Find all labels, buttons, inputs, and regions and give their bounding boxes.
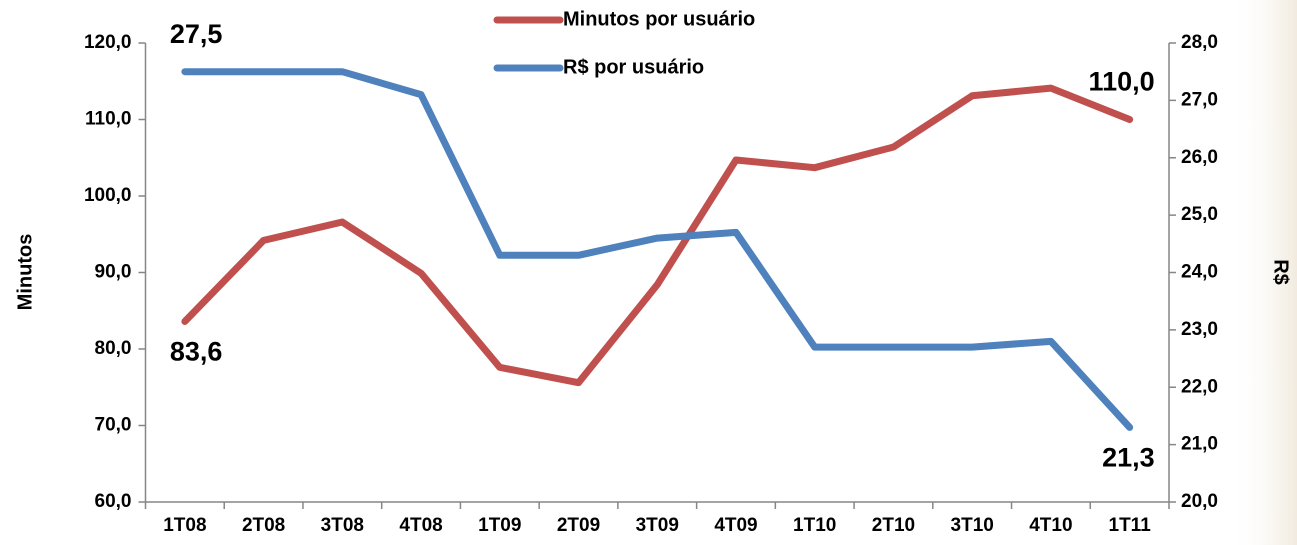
y2-tick-label: 21,0 (1181, 434, 1218, 455)
y-tick-label: 60,0 (95, 491, 132, 512)
y-tick-label: 80,0 (95, 338, 132, 359)
data-label: 83,6 (170, 337, 223, 367)
background-decoration (1230, 0, 1297, 545)
series-line (181, 68, 1134, 431)
x-tick-label: 4T08 (399, 515, 442, 536)
y2-tick-label: 27,0 (1181, 89, 1218, 110)
x-tick-label: 1T09 (478, 515, 521, 536)
y-tick-label: 110,0 (85, 109, 132, 130)
y2-tick-label: 22,0 (1181, 376, 1218, 397)
x-tick-label: 1T11 (1109, 515, 1152, 536)
y2-tick-label: 24,0 (1181, 262, 1218, 283)
data-label: 27,5 (170, 19, 223, 49)
x-tick-label: 3T08 (321, 515, 364, 536)
series-line (181, 84, 1134, 387)
x-tick-label: 2T10 (872, 515, 915, 536)
y2-tick-label: 25,0 (1181, 204, 1218, 225)
y-tick-label: 120,0 (84, 32, 132, 53)
data-label: 110,0 (1089, 67, 1155, 97)
x-tick-label: 2T08 (242, 515, 285, 536)
y-axis-title: Minutos (14, 234, 36, 311)
x-tick-label: 4T09 (714, 515, 757, 536)
y2-tick-label: 23,0 (1181, 319, 1218, 340)
y2-tick-label: 20,0 (1181, 491, 1218, 512)
y-tick-label: 70,0 (95, 415, 132, 436)
data-label: 21,3 (1102, 443, 1155, 473)
x-tick-label: 4T10 (1029, 515, 1072, 536)
x-tick-label: 1T10 (793, 515, 836, 536)
x-tick-label: 2T09 (557, 515, 600, 536)
y-tick-label: 100,0 (84, 185, 132, 206)
x-tick-label: 1T08 (163, 515, 206, 536)
x-tick-label: 3T10 (951, 515, 994, 536)
legend-label: Minutos por usuário (563, 8, 755, 30)
y2-tick-label: 26,0 (1181, 147, 1218, 168)
legend-label: R$ por usuário (563, 56, 704, 78)
y2-axis-title: R$ (1270, 259, 1292, 285)
y-tick-label: 90,0 (95, 262, 132, 283)
x-tick-label: 3T09 (636, 515, 679, 536)
y2-tick-label: 28,0 (1181, 32, 1218, 53)
